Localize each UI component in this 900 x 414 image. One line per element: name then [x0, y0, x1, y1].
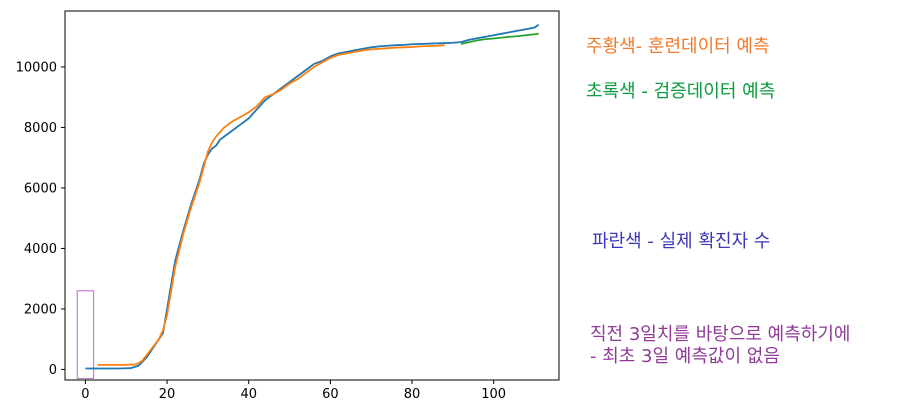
- y-axis: 0 2000 4000 6000 8000 10000: [16, 60, 65, 378]
- annotation-green: 초록색 - 검증데이터 예측: [586, 81, 776, 102]
- y-tick-label: 6000: [24, 181, 57, 196]
- series-line-train-prediction: [97, 44, 445, 366]
- x-tick-label: 40: [240, 387, 257, 402]
- y-tick-label: 2000: [24, 302, 57, 317]
- x-tick-label: 0: [81, 387, 89, 402]
- plot-frame: [64, 10, 560, 381]
- y-tick-label: 4000: [24, 242, 57, 257]
- x-axis: 0 20 40 60 80 100: [81, 380, 506, 402]
- annotation-blue: 파란색 - 실제 확진자 수: [592, 231, 771, 252]
- annotation-purple: 직전 3일치를 바탕으로 예측하기에 - 최초 3일 예측값이 없음: [590, 324, 851, 367]
- plot-area: [76, 23, 540, 380]
- y-tick-label: 10000: [16, 60, 57, 75]
- series-line-validation-prediction: [460, 32, 539, 45]
- x-tick-label: 20: [159, 387, 176, 402]
- annotation-orange: 주황색- 훈련데이터 예측: [586, 36, 770, 57]
- x-tick-label: 80: [404, 387, 421, 402]
- y-tick-label: 8000: [24, 121, 57, 136]
- y-tick-label: 0: [49, 363, 57, 378]
- highlight-box: [76, 290, 95, 380]
- x-tick-label: 100: [481, 387, 506, 402]
- x-tick-label: 60: [322, 387, 339, 402]
- series-line-actual: [85, 23, 540, 370]
